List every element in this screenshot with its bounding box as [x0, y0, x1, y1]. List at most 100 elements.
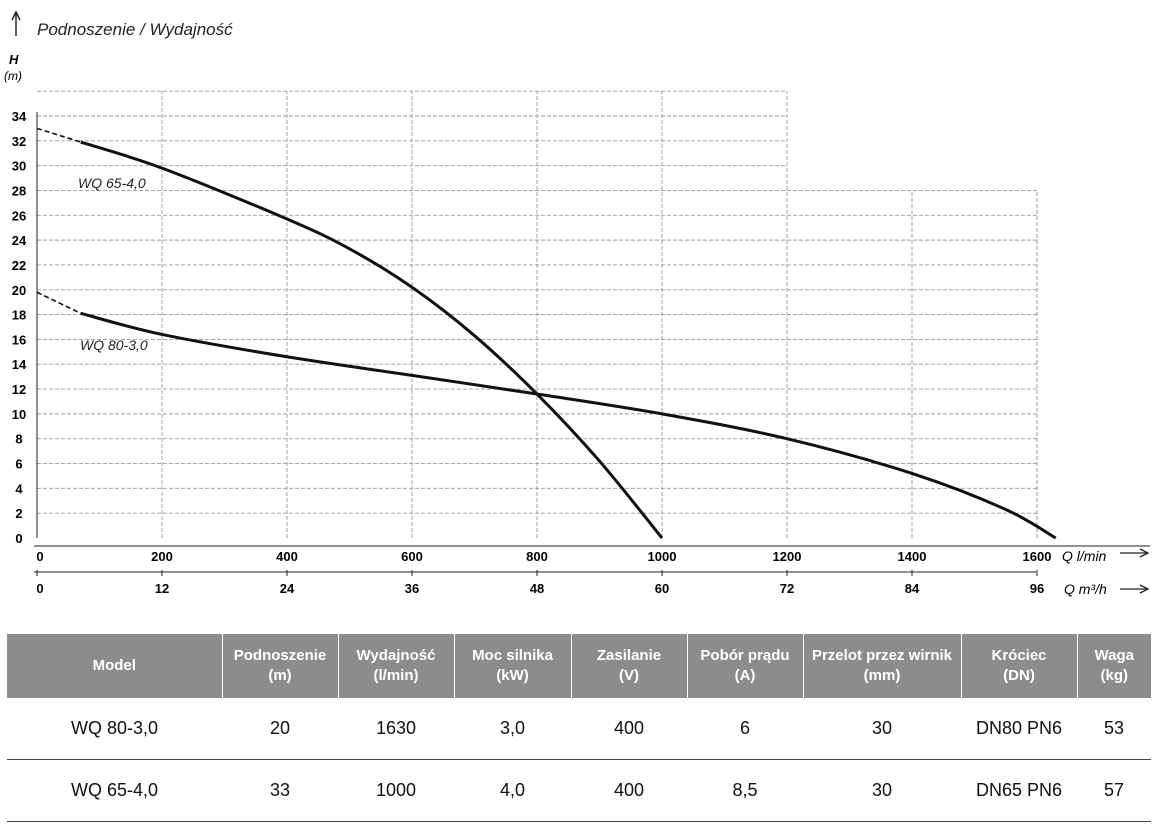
x2-tick-label: 24 — [280, 581, 295, 596]
x2-tick-label: 84 — [905, 581, 920, 596]
series-dashed-start — [36, 127, 81, 143]
table-cell: 4,0 — [454, 759, 571, 822]
x-tick-label: 600 — [401, 549, 423, 564]
table-cell: 30 — [803, 698, 961, 760]
x-tick-label: 1400 — [898, 549, 927, 564]
column-header-text: (kg) — [1100, 667, 1129, 684]
column-header-text: Pobór prądu — [700, 646, 790, 664]
column-header-text: (mm) — [863, 667, 901, 684]
specs-header-row: Model Podnoszenie (m) Wydajność (l/min) Moc s… — [7, 634, 1151, 698]
y-axis-label: H — [9, 52, 19, 67]
x2-tick-label: 72 — [780, 581, 794, 596]
x2-axis-arrow — [1120, 584, 1150, 594]
table-cell: 400 — [571, 759, 687, 822]
column-header-text: Wydajność — [356, 646, 436, 664]
y-tick-label: 16 — [12, 332, 26, 347]
table-cell: 400 — [571, 698, 687, 760]
x2-axis-label: Q m³/h — [1064, 581, 1107, 597]
table-cell: 1630 — [338, 698, 454, 760]
performance-chart: Podnoszenie / WydajnośćH(m)0246810121416… — [4, 10, 1150, 597]
x-tick-label: 1200 — [773, 549, 802, 564]
y-tick-label: 18 — [12, 308, 26, 323]
x2-tick-label: 96 — [1030, 581, 1044, 596]
x-tick-label: 400 — [276, 549, 298, 564]
table-cell: 20 — [222, 698, 338, 760]
y-tick-label: 28 — [12, 183, 26, 198]
column-header: Przelot przez wirnik (mm) — [802, 634, 961, 698]
column-header-text: Moc silnika — [472, 646, 553, 664]
column-header-text: (m) — [268, 667, 292, 684]
x-axis-arrow — [1120, 548, 1150, 558]
column-header-text: Przelot przez wirnik — [811, 646, 953, 664]
column-header-text: (l/min) — [373, 667, 419, 684]
chart-axes — [11, 10, 1150, 594]
column-header-text: (DN) — [1003, 667, 1035, 684]
table-cell: 33 — [222, 759, 338, 822]
column-header-text: (kW) — [496, 667, 529, 684]
table-cell: WQ 65-4,0 — [7, 759, 222, 822]
table-cell: 3,0 — [454, 698, 571, 760]
y-tick-label: 6 — [15, 457, 22, 472]
table-cell: 6 — [687, 698, 803, 760]
table-cell: DN80 PN6 — [961, 698, 1077, 760]
y-tick-label: 22 — [12, 258, 26, 273]
x2-tick-label: 48 — [530, 581, 544, 596]
chart-grid — [37, 90, 1038, 538]
x2-tick-label: 0 — [36, 581, 43, 596]
column-header: Zasilanie (V) — [570, 634, 687, 698]
specs-body: WQ 80-3,0 20 1630 3,0 400 6 30 DN80 PN6 53 WQ 65-… — [7, 698, 1151, 822]
series-line — [80, 311, 1057, 540]
column-header-text: Podnoszenie — [233, 646, 327, 664]
column-header: Model — [7, 634, 222, 698]
table-cell: DN65 PN6 — [961, 759, 1077, 822]
column-header: Moc silnika (kW) — [453, 634, 571, 698]
column-header: Wydajność (l/min) — [337, 634, 454, 698]
y-tick-label: 12 — [12, 382, 26, 397]
y-tick-label: 8 — [15, 432, 22, 447]
column-header-text: (A) — [734, 667, 756, 684]
chart-labels: Podnoszenie / WydajnośćH(m)0246810121416… — [4, 20, 1107, 597]
chart-curves — [36, 127, 1057, 540]
y-tick-label: 2 — [15, 506, 22, 521]
y-tick-label: 10 — [12, 407, 26, 422]
table-row: WQ 80-3,0 20 1630 3,0 400 6 30 DN80 PN6 53 — [7, 698, 1151, 760]
column-header: Króciec (DN) — [960, 634, 1077, 698]
x-tick-label: 0 — [36, 549, 43, 564]
chart-title: Podnoszenie / Wydajność — [37, 20, 233, 39]
table-row: WQ 65-4,0 33 1000 4,0 400 8,5 30 DN65 PN6 57 — [7, 759, 1151, 822]
series-line — [80, 140, 664, 539]
table-cell: 57 — [1077, 759, 1151, 822]
x-tick-label: 1000 — [648, 549, 677, 564]
table-cell: 8,5 — [687, 759, 803, 822]
y-tick-label: 30 — [12, 159, 26, 174]
y-tick-label: 32 — [12, 134, 26, 149]
y-axis-unit: (m) — [4, 69, 22, 83]
table-cell: 1000 — [338, 759, 454, 822]
specs-table: Model Podnoszenie (m) Wydajność (l/min) Moc s… — [7, 634, 1151, 822]
x2-tick-label: 60 — [655, 581, 669, 596]
x2-tick-label: 36 — [405, 581, 419, 596]
y-tick-label: 26 — [12, 208, 26, 223]
table-cell: WQ 80-3,0 — [7, 698, 222, 760]
y-tick-label: 4 — [15, 481, 23, 496]
y-axis-arrow — [11, 10, 21, 36]
x-tick-label: 200 — [151, 549, 173, 564]
column-header-text: (V) — [619, 667, 639, 684]
x-tick-label: 1600 — [1023, 549, 1052, 564]
series-label: WQ 80-3,0 — [80, 337, 148, 353]
y-tick-label: 20 — [12, 283, 26, 298]
column-header-text: Zasilanie — [596, 646, 662, 664]
table-cell: 53 — [1077, 698, 1151, 760]
column-header-text: Waga — [1094, 646, 1134, 664]
y-tick-label: 0 — [15, 531, 22, 546]
x2-tick-label: 12 — [155, 581, 169, 596]
series-label: WQ 65-4,0 — [78, 175, 146, 191]
y-tick-label: 14 — [12, 357, 27, 372]
table-cell: 30 — [803, 759, 961, 822]
column-header: Pobór prądu (A) — [686, 634, 803, 698]
series-dashed-start — [36, 291, 82, 315]
column-header-text: Króciec — [991, 646, 1047, 664]
column-header-text: Model — [92, 656, 136, 674]
y-tick-label: 24 — [12, 233, 27, 248]
column-header: Podnoszenie (m) — [221, 634, 338, 698]
